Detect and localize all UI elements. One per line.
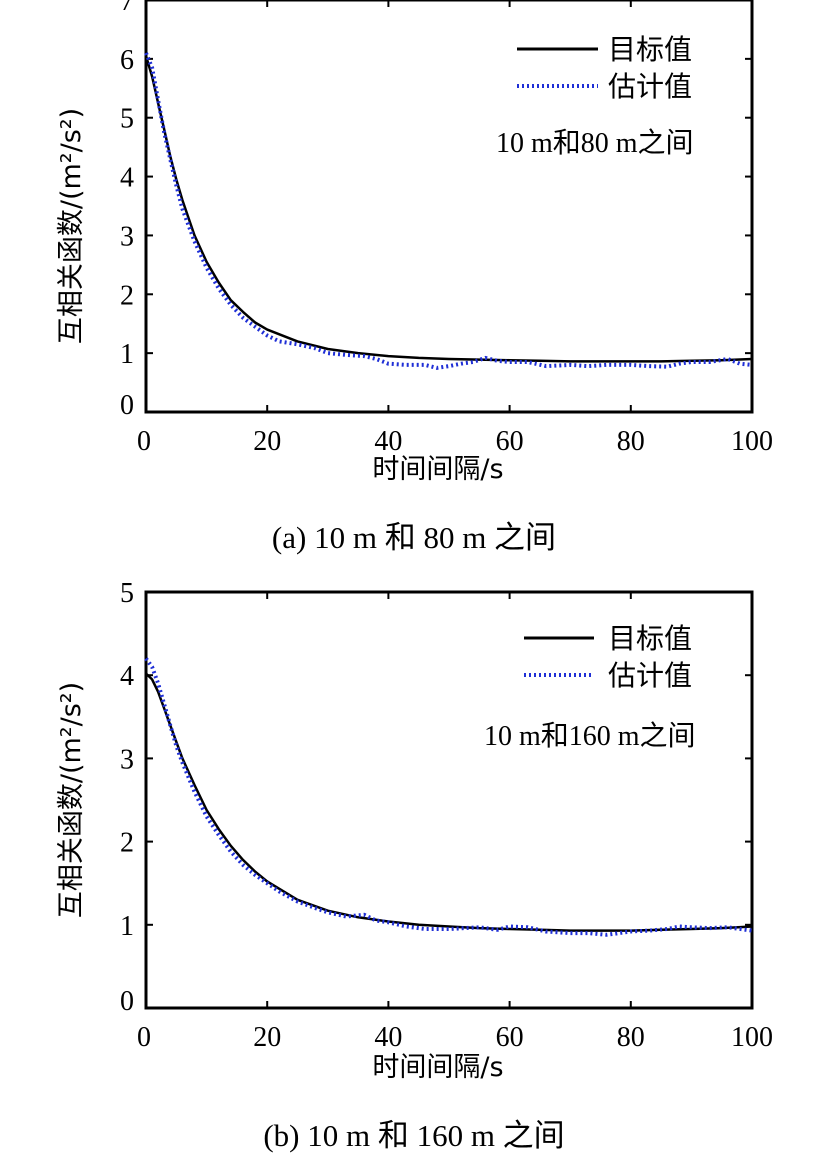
annotation-b: 10 m和160 m之间 [484, 720, 696, 752]
x-tick-label: 80 [617, 426, 645, 457]
x-tick-label: 40 [374, 426, 402, 457]
annotation-a: 10 m和80 m之间 [496, 127, 694, 159]
x-tick-label: 0 [137, 426, 151, 457]
x-ticks-b: 0 20 40 60 80 100 [137, 592, 773, 1053]
y-tick-label: 3 [120, 221, 134, 252]
y-tick-label: 0 [120, 390, 134, 421]
y-tick-label: 1 [120, 911, 134, 942]
caption-a: (a) 10 m 和 80 m 之间 [272, 520, 556, 555]
y-axis-label-b: 互相关函数/(m²/s²) [56, 682, 87, 918]
x-tick-label: 20 [253, 426, 281, 457]
series-a [144, 52, 753, 370]
y-tick-label: 3 [120, 744, 134, 775]
legend-b: 目标值 估计值 [524, 622, 692, 692]
y-tick-label: 1 [120, 339, 134, 370]
series-line-target [145, 672, 753, 932]
y-tick-label: 4 [120, 163, 134, 194]
x-axis-label-b: 时间间隔/s [372, 1052, 503, 1083]
y-axis-label-a: 互相关函数/(m²/s²) [56, 108, 87, 344]
panel-b: 0 20 40 60 80 100 0 1 2 3 4 5 目标值 估计值 10 m和160 m之间… [56, 578, 773, 1153]
plot-frame-b [144, 590, 754, 1010]
y-ticks-b: 0 1 2 3 4 5 [120, 578, 752, 1017]
x-tick-label: 40 [374, 1022, 402, 1053]
x-tick-label: 0 [137, 1022, 151, 1053]
x-tick-label: 80 [617, 1022, 645, 1053]
plot-frame-a [144, 0, 754, 414]
x-tick-label: 20 [253, 1022, 281, 1053]
y-tick-label: 2 [120, 280, 134, 311]
x-tick-label: 100 [731, 426, 773, 457]
x-axis-label-a: 时间间隔/s [372, 454, 503, 485]
x-tick-label: 100 [731, 1022, 773, 1053]
legend-a: 目标值 估计值 [517, 33, 692, 103]
y-tick-label: 4 [120, 661, 134, 692]
series-line-estimate [144, 657, 753, 937]
panel-a: 0 20 40 60 80 100 0 1 2 3 4 5 6 7 目标值 估计值 10 m和80 m之… [56, 0, 773, 555]
y-tick-label: 7 [120, 0, 134, 17]
legend-a-estimate-label: 估计值 [608, 70, 692, 103]
y-ticks-a: 0 1 2 3 4 5 6 7 [120, 0, 752, 421]
y-tick-label: 2 [120, 828, 134, 859]
x-tick-label: 60 [496, 1022, 524, 1053]
y-tick-label: 6 [120, 45, 134, 76]
caption-b: (b) 10 m 和 160 m 之间 [263, 1118, 564, 1153]
y-tick-label: 5 [120, 104, 134, 135]
x-tick-label: 60 [496, 426, 524, 457]
y-tick-label: 0 [120, 986, 134, 1017]
legend-a-target-label: 目标值 [608, 33, 692, 66]
legend-b-estimate-label: 估计值 [608, 659, 692, 692]
x-ticks-a: 0 20 40 60 80 100 [137, 0, 773, 457]
legend-b-target-label: 目标值 [608, 622, 692, 655]
series-b [144, 657, 753, 937]
y-tick-label: 5 [120, 578, 134, 609]
